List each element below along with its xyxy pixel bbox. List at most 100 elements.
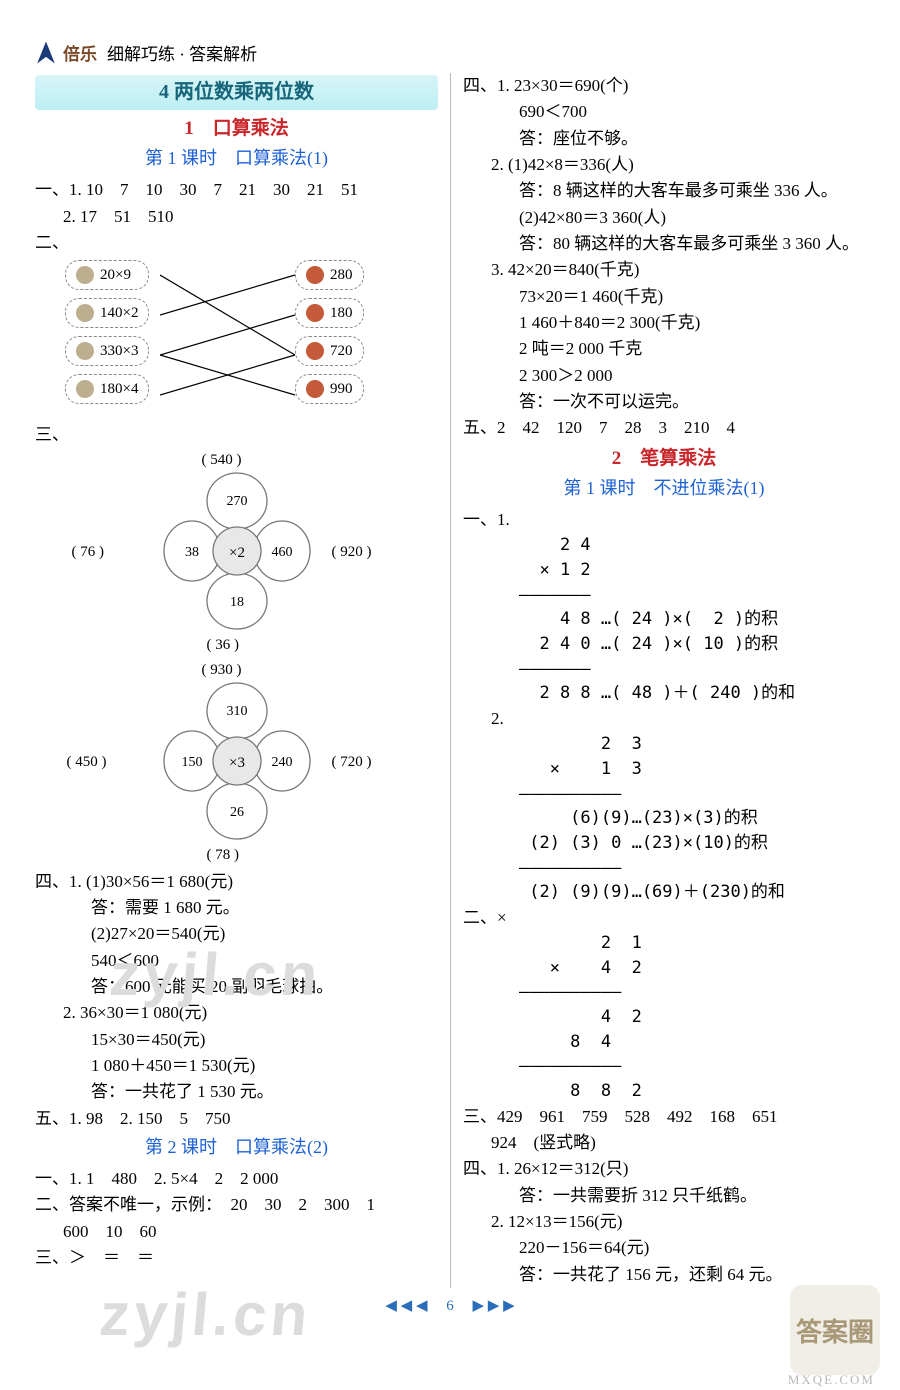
answer-line: 690＜700 [463,99,865,125]
answer-line: 1 080＋450＝1 530(元) [35,1053,438,1079]
flower-outer-label: ( 36 ) [207,634,240,657]
answer-line: 答：需要 1 680 元。 [35,895,438,921]
answer-line: 四、1. 26×12＝312(只) [463,1156,865,1182]
answer-line: 五、1. 98 2. 150 5 750 [35,1106,438,1132]
flower-diagram-1: ×2 270 38 460 18 ( 540 ) ( 76 ) ( 920 ) … [67,449,407,659]
answer-line: 答：8 辆这样的大客车最多可乘坐 336 人。 [463,178,865,204]
match-label: 180 [330,302,353,325]
brand-text: 倍乐 [63,40,97,65]
flower-outer-label: ( 930 ) [202,659,242,682]
answer-line: 2. 36×30＝1 080(元) [35,1000,438,1026]
answer-stamp: 答案圈 [790,1285,880,1375]
section-2-title: 2 笔算乘法 [463,444,865,473]
answer-line: 73×20＝1 460(千克) [463,284,865,310]
match-left-column: 20×9 140×2 330×3 180×4 [65,260,149,412]
svg-text:270: 270 [226,494,247,509]
persimmon-icon [306,342,324,360]
persimmon-icon [306,266,324,284]
svg-text:26: 26 [230,805,244,820]
answer-line: 一、1. 10 7 10 30 7 21 30 21 51 [35,177,438,203]
lesson-1-title: 第 1 课时 口算乘法(1) [35,145,438,173]
hedgehog-icon [76,342,94,360]
chapter-title: 4 两位数乘两位数 [35,75,438,110]
match-label: 720 [330,340,353,363]
match-right-item: 720 [295,336,364,366]
answer-line: 答：80 辆这样的大客车最多可乘坐 3 360 人。 [463,231,865,257]
answer-line: 2 300＞2 000 [463,363,865,389]
page-number-row: ◀ ◀ ◀ 6 ▶ ▶ ▶ [35,1294,865,1315]
answer-line: 答：一共需要折 312 只千纸鹤。 [463,1183,865,1209]
vertical-calc-2: 2 3 × 1 3 ―――――――――― (6)(9)…(23)×(3)的积 (… [519,732,865,904]
svg-text:240: 240 [271,755,292,770]
vertical-calc-1: 2 4 × 1 2 ――――――― 4 8 …( 24 )×( 2 )的积 2 … [519,533,865,705]
hedgehog-icon [76,266,94,284]
svg-text:×3: ×3 [229,755,245,771]
hedgehog-icon [76,380,94,398]
match-left-item: 180×4 [65,374,149,404]
svg-text:460: 460 [271,545,292,560]
svg-text:310: 310 [226,704,247,719]
answer-line: (2)27×20＝540(元) [35,921,438,947]
answer-line: 220－156＝64(元) [463,1235,865,1261]
flower-outer-label: ( 920 ) [332,541,372,564]
answer-line: 一、1. 1 480 2. 5×4 2 2 000 [35,1166,438,1192]
match-left-item: 330×3 [65,336,149,366]
match-lines-svg [160,260,310,420]
matching-diagram: 20×9 140×2 330×3 180×4 280 180 720 990 [65,260,438,420]
match-right-item: 990 [295,374,364,404]
left-column: 4 两位数乘两位数 1 口算乘法 第 1 课时 口算乘法(1) 一、1. 10 … [35,73,450,1288]
svg-text:18: 18 [230,595,244,610]
page-number: 6 [446,1298,454,1314]
section-1-title: 1 口算乘法 [35,114,438,143]
match-label: 990 [330,378,353,401]
answer-line: 答：座位不够。 [463,126,865,152]
answer-line: 四、1. (1)30×56＝1 680(元) [35,869,438,895]
flower-diagram-2: ×3 310 150 240 26 ( 930 ) ( 450 ) ( 720 … [67,659,407,869]
flower-outer-label: ( 450 ) [67,751,107,774]
header-title: 细解巧练 · 答案解析 [107,40,257,65]
flower-svg: ×2 270 38 460 18 [147,461,327,641]
flower-outer-label: ( 720 ) [332,751,372,774]
stamp-subtext: MXQE.COM [788,1372,875,1388]
persimmon-icon [306,304,324,322]
lesson-3-title: 第 1 课时 不进位乘法(1) [463,475,865,503]
answer-line: 三、＞ ＝ ＝ [35,1245,438,1271]
answer-line: 15×30＝450(元) [35,1027,438,1053]
match-right-column: 280 180 720 990 [295,260,364,412]
answer-line: 540＜600 [35,948,438,974]
triangle-left-icon: ◀ ◀ ◀ [385,1298,442,1314]
answer-line: 2 吨＝2 000 千克 [463,336,865,362]
match-left-item: 20×9 [65,260,149,290]
match-left-item: 140×2 [65,298,149,328]
svg-text:×2: ×2 [229,545,245,561]
hedgehog-icon [76,304,94,322]
flower-outer-label: ( 78 ) [207,844,240,867]
flower-svg: ×3 310 150 240 26 [147,671,327,851]
match-label: 280 [330,264,353,287]
page: 倍乐 细解巧练 · 答案解析 4 两位数乘两位数 1 口算乘法 第 1 课时 口… [0,0,900,1390]
answer-line: 四、1. 23×30＝690(个) [463,73,865,99]
triangle-right-icon: ▶ ▶ ▶ [458,1298,515,1314]
answer-line: (2)42×80＝3 360(人) [463,205,865,231]
answer-line: 二、 [35,230,438,256]
match-right-item: 180 [295,298,364,328]
answer-line: 答：600 元能买 20 副羽毛球拍。 [35,974,438,1000]
right-column: 四、1. 23×30＝690(个) 690＜700 答：座位不够。 2. (1)… [450,73,865,1288]
persimmon-icon [306,380,324,398]
answer-line: 600 10 60 [35,1219,438,1245]
answer-line: 一、1. [463,507,865,533]
svg-text:150: 150 [181,755,202,770]
match-label: 180×4 [100,378,138,401]
lesson-2-title: 第 2 课时 口算乘法(2) [35,1134,438,1162]
logo-icon [35,42,57,64]
answer-line: 答：一次不可以运完。 [463,389,865,415]
match-label: 20×9 [100,264,131,287]
stamp-text: 答案圈 [796,1312,874,1349]
answer-line: 2. (1)42×8＝336(人) [463,152,865,178]
two-column-layout: 4 两位数乘两位数 1 口算乘法 第 1 课时 口算乘法(1) 一、1. 10 … [35,73,865,1288]
answer-line: 3. 42×20＝840(千克) [463,257,865,283]
svg-text:38: 38 [185,545,199,560]
answer-line: 二、答案不唯一，示例： 20 30 2 300 1 [35,1192,438,1218]
match-label: 330×3 [100,340,138,363]
answer-line: 1 460＋840＝2 300(千克) [463,310,865,336]
